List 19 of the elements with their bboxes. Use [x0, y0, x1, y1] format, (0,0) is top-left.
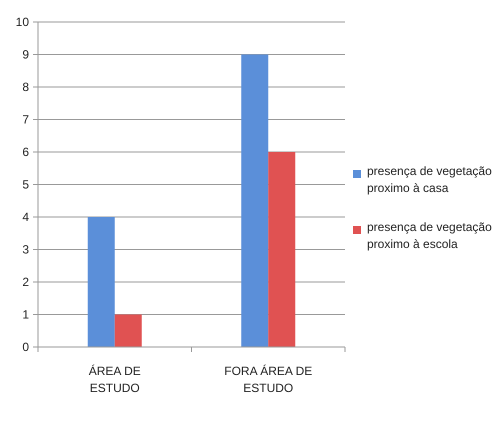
bar [114, 314, 142, 347]
x-tick-label: FORA ÁREA DE ESTUDO [224, 364, 312, 395]
y-tick-label: 2 [22, 275, 30, 290]
y-tick-label: 6 [22, 145, 30, 160]
y-tick-label: 9 [22, 48, 30, 62]
y-tick-label: 5 [22, 178, 30, 192]
y-tick-label: 10 [16, 15, 30, 30]
bar [88, 217, 115, 347]
y-tick-label: 1 [22, 308, 30, 322]
legend-label: presença de vegetação proximo à casa [367, 164, 492, 195]
y-tick-label: 4 [22, 210, 30, 224]
legend-label: presença de vegetação proximo à escola [367, 220, 492, 251]
bar [268, 152, 296, 347]
y-tick-label: 3 [22, 242, 30, 257]
y-tick-label: 0 [22, 340, 30, 354]
y-tick-label: 7 [22, 112, 30, 127]
bar [241, 54, 268, 347]
y-tick-label: 8 [22, 80, 30, 94]
x-tick-label: ÁREA DE ESTUDO [88, 364, 141, 395]
